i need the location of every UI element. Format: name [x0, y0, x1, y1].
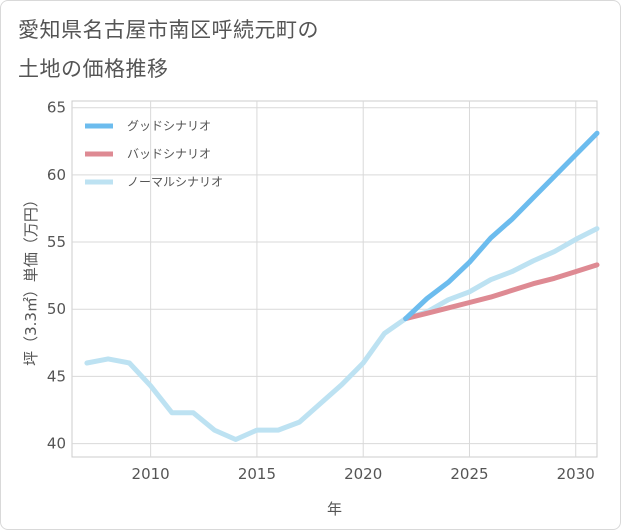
- y-tick-label: 50: [47, 300, 66, 318]
- series-line-1: [403, 262, 600, 322]
- y-tick-label: 45: [47, 367, 66, 385]
- y-tick-label: 55: [47, 233, 66, 251]
- chart-title-line1: 愛知県名古屋市南区呼続元町の: [18, 18, 319, 42]
- y-tick-label: 65: [47, 99, 66, 117]
- y-tick-label: 40: [47, 435, 66, 453]
- series-line-0: [403, 130, 600, 322]
- series-line-2: [84, 226, 600, 442]
- x-axis-title: 年: [327, 500, 342, 518]
- legend-label: ノーマルシナリオ: [127, 175, 223, 189]
- x-tick-label: 2015: [238, 465, 276, 483]
- x-tick-label: 2020: [344, 465, 382, 483]
- x-tick-label: 2025: [450, 465, 488, 483]
- x-tick-label: 2010: [132, 465, 170, 483]
- legend-label: バッドシナリオ: [127, 147, 211, 161]
- y-axis-title: 坪（3.3㎡）単価（万円）: [22, 192, 40, 366]
- chart-title-line2: 土地の価格推移: [18, 57, 169, 81]
- legend-label: グッドシナリオ: [127, 119, 211, 133]
- x-tick-label: 2030: [557, 465, 595, 483]
- y-tick-label: 60: [47, 166, 66, 184]
